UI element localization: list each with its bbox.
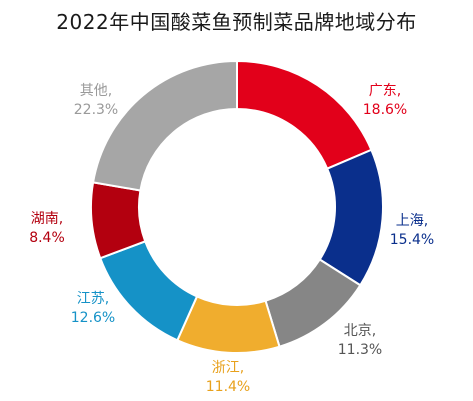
slice-0 (236, 59, 373, 170)
slice-value-label-0: 18.6% (363, 102, 407, 118)
slice-name-label-1: 上海, (396, 213, 428, 229)
slice-name-label-6: 其他, (80, 83, 112, 99)
slice-value-label-1: 15.4% (390, 232, 434, 248)
slice-value-label-5: 8.4% (29, 230, 65, 246)
slice-6 (91, 59, 238, 192)
slice-value-label-6: 22.3% (74, 102, 118, 118)
slice-value-label-4: 12.6% (71, 310, 115, 326)
slice-value-label-2: 11.3% (338, 342, 382, 358)
slice-name-label-0: 广东, (369, 83, 401, 99)
slice-name-label-4: 江苏, (77, 291, 109, 307)
slice-name-label-2: 北京, (344, 323, 376, 339)
chart-title: 2022年中国酸菜鱼预制菜品牌地域分布 (56, 10, 417, 34)
slice-name-label-3: 浙江, (212, 360, 244, 376)
slice-value-label-3: 11.4% (206, 379, 250, 395)
slice-name-label-5: 湖南, (31, 211, 63, 227)
